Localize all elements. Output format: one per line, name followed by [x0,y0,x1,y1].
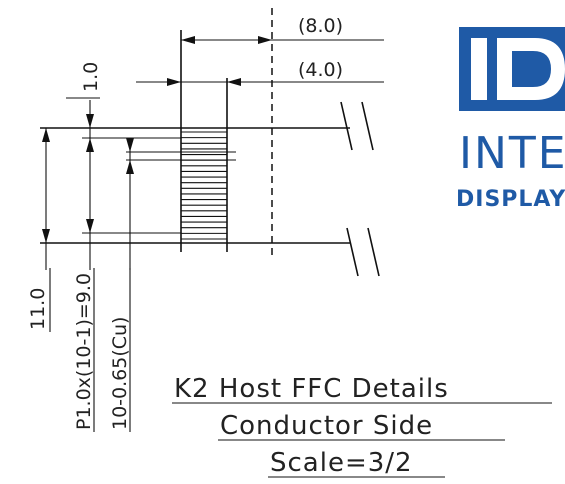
dim-top-offset-text: 1.0 [80,62,102,92]
dim-total-width: (8.0) [181,15,384,44]
title-line-3: Scale=3/2 [270,448,413,478]
logo-mark-text: ID [0,0,1,1]
dim-total-width-text: (8.0) [298,15,343,37]
dim-top-offset: 1.0 [66,62,102,152]
logo-letter-i [471,38,487,100]
dim-overall-height: 11.0 [27,128,51,332]
title-line-2: Conductor Side [220,411,433,441]
break-marks [340,101,380,277]
dim-pitch-span-text: P1.0x(10-1)=9.0 [73,273,95,430]
title-block: K2 Host FFC Details Conductor Side Scale… [172,374,552,478]
conductor-stripes [181,131,227,240]
title-line-1: K2 Host FFC Details [174,374,449,404]
dim-contact-width-text: (4.0) [298,59,343,81]
dim-overall-height-text: 11.0 [27,288,49,330]
dim-conductor-width: 10-0.65(Cu) [109,138,134,432]
dim-contact-width: (4.0) [136,59,384,86]
logo-text-inte: INTE [459,128,565,179]
dim-conductor-width-text: 10-0.65(Cu) [109,317,131,430]
connector-outline [40,8,350,256]
dim-pitch-span: P1.0x(10-1)=9.0 [73,138,95,432]
logo-letter-d [497,38,565,100]
logo-text-display: DISPLAY [456,187,565,212]
company-logo: ID INTE DISPLAY [0,0,565,212]
